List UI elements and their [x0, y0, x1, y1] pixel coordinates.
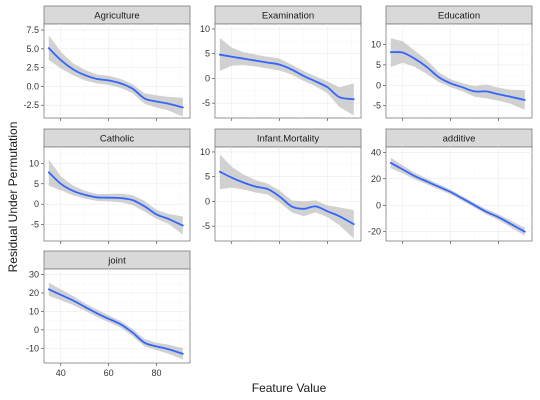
- x-tick-label: 60: [104, 368, 114, 378]
- facet-title: Catholic: [100, 134, 135, 145]
- y-tick-label: -20: [368, 227, 381, 237]
- y-tick-label: 10: [29, 158, 39, 168]
- fit-line: [218, 170, 355, 226]
- facet-panel: Infant.Mortality -5 0 5 10: [200, 128, 362, 244]
- y-tick-label: 5: [205, 172, 210, 182]
- x-axis-title: Feature Value: [252, 381, 327, 395]
- y-tick-label: 5: [205, 49, 210, 59]
- y-tick-label: 0.0: [26, 81, 39, 91]
- y-tick-label: 2.5: [26, 63, 39, 73]
- y-tick-label: 7.5: [26, 25, 39, 35]
- panel-background: [385, 23, 533, 119]
- y-tick-label: 0: [376, 200, 381, 210]
- y-tick-label: 20: [29, 288, 39, 298]
- y-tick-label: 10: [200, 147, 210, 157]
- facet-panel: joint -10 0 10 20 30 40 60 80: [26, 250, 191, 378]
- facet-title: Education: [438, 11, 480, 22]
- y-tick-label: 20: [371, 174, 381, 184]
- y-tick-label: 0: [205, 196, 210, 206]
- facet-panels: Agriculture -2.5 0.0 2.5 5.0 7.5 Examination -5…: [23, 5, 533, 378]
- confidence-band: [219, 37, 354, 116]
- y-tick-label: -10: [26, 343, 39, 353]
- y-tick-label: -5: [373, 101, 381, 111]
- y-tick-label: -5: [202, 221, 210, 231]
- fit-line: [47, 171, 184, 227]
- y-tick-label: 5: [34, 179, 39, 189]
- y-tick-label: 10: [371, 39, 381, 49]
- facet-title: additive: [443, 134, 476, 145]
- y-tick-label: -5: [202, 98, 210, 108]
- panel-background: [214, 146, 362, 242]
- facet-panel: Catholic -5 0 5 10: [29, 128, 191, 244]
- y-tick-label: -2.5: [23, 100, 39, 110]
- facet-title: Agriculture: [94, 11, 139, 22]
- facet-title: Examination: [262, 11, 314, 22]
- y-tick-label: 0: [205, 73, 210, 83]
- fit-line: [47, 47, 184, 109]
- confidence-band: [48, 159, 183, 235]
- x-tick-label: 80: [151, 368, 161, 378]
- facet-panel: additive -20 0 20 40: [368, 128, 533, 244]
- facet-panel: Examination -5 0 5 10: [200, 5, 362, 121]
- facet-title: joint: [107, 256, 126, 267]
- facet-panel: Agriculture -2.5 0.0 2.5 5.0 7.5: [23, 5, 191, 121]
- y-tick-label: 0: [34, 199, 39, 209]
- y-tick-label: 10: [29, 306, 39, 316]
- y-tick-label: 5.0: [26, 44, 39, 54]
- y-tick-label: -5: [31, 220, 39, 230]
- x-tick-label: 40: [56, 368, 66, 378]
- y-tick-label: 30: [29, 270, 39, 280]
- y-tick-label: 0: [376, 80, 381, 90]
- y-tick-label: 0: [34, 325, 39, 335]
- y-tick-label: 5: [376, 60, 381, 70]
- confidence-band: [219, 154, 354, 239]
- fit-line: [389, 51, 526, 101]
- y-axis-title: Residual Under Permutation: [6, 122, 20, 273]
- y-tick-label: 40: [371, 147, 381, 157]
- facet-panel: Education -5 0 5 10: [371, 5, 533, 121]
- confidence-band: [48, 35, 183, 117]
- y-tick-label: 10: [200, 24, 210, 34]
- fit-line: [47, 288, 184, 355]
- fit-line: [389, 162, 526, 233]
- fit-line: [218, 53, 355, 101]
- facet-title: Infant.Mortality: [257, 134, 320, 145]
- panel-background: [385, 146, 533, 242]
